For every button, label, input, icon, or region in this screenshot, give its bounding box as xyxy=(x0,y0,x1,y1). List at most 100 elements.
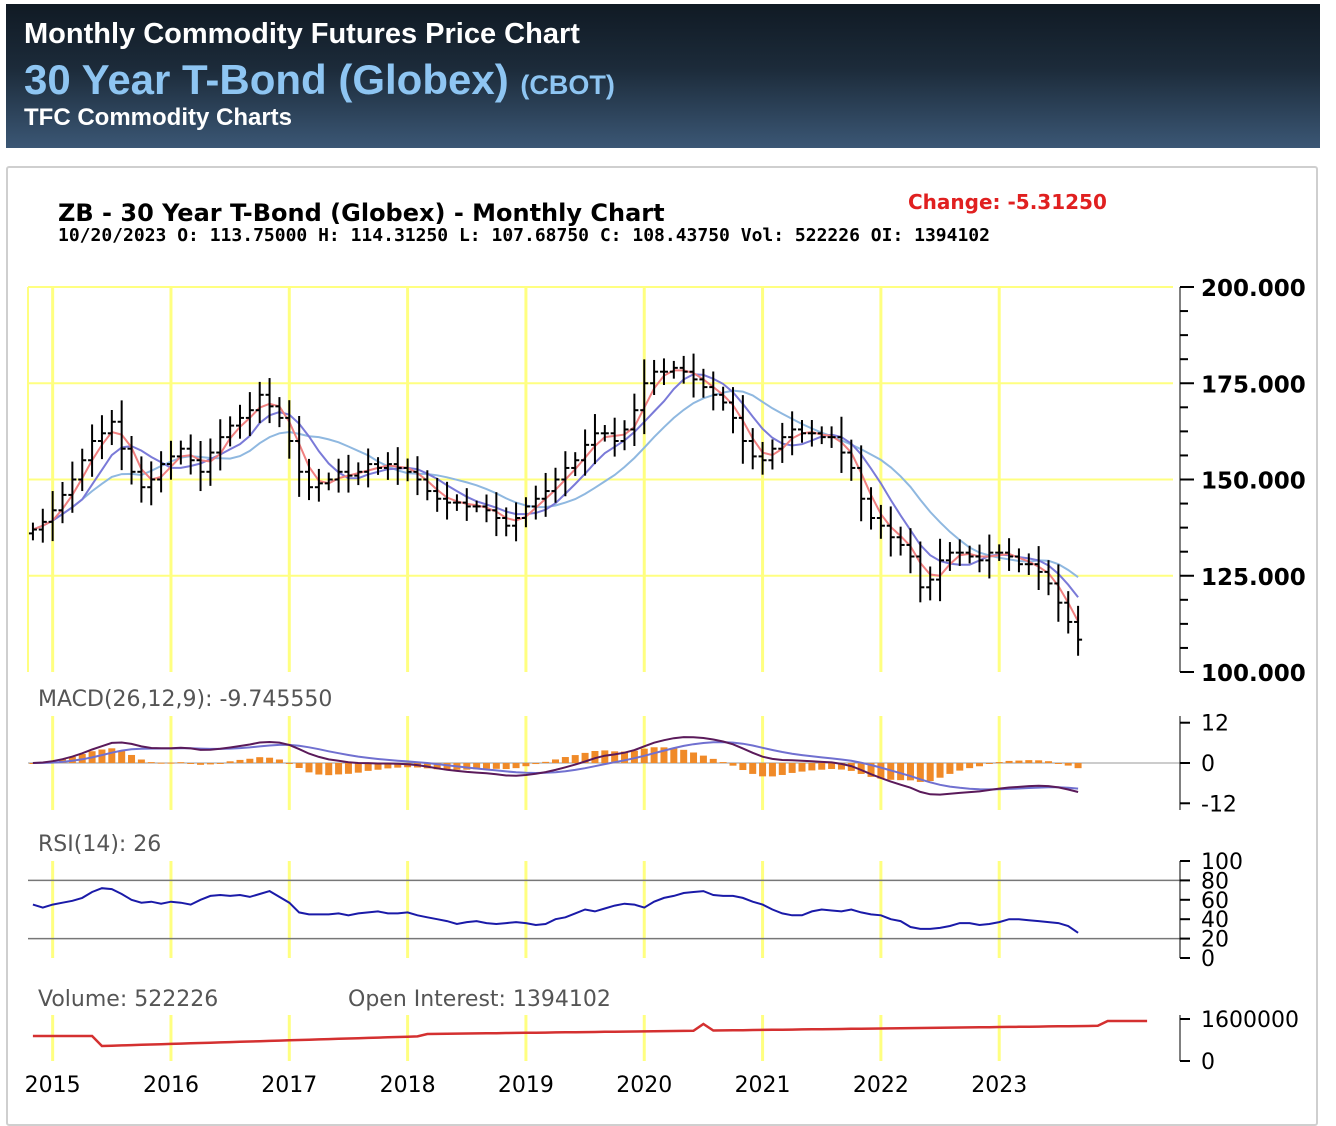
header-title-main: 30 Year T-Bond (Globex) xyxy=(24,56,509,103)
macd-histogram-bar xyxy=(335,763,343,775)
macd-histogram-bar xyxy=(995,762,1003,764)
macd-histogram-bar xyxy=(946,763,954,774)
macd-histogram-bar xyxy=(374,763,382,770)
macd-histogram-bar xyxy=(778,763,786,775)
price-tick-label: 125.000 xyxy=(1201,565,1306,591)
rsi-tick-label: 20 xyxy=(1201,928,1229,953)
macd-histogram-bar xyxy=(936,763,944,778)
macd-histogram-bar xyxy=(749,763,757,774)
macd-histogram-bar xyxy=(98,749,106,763)
macd-histogram-bar xyxy=(364,763,372,771)
macd-histogram-bar xyxy=(275,759,283,763)
x-tick-label: 2018 xyxy=(380,1073,436,1098)
macd-histogram-bar xyxy=(197,763,205,765)
macd-histogram-bar xyxy=(1005,760,1013,763)
macd-histogram-bar xyxy=(384,763,392,769)
macd-histogram-bar xyxy=(966,763,974,769)
macd-histogram-bar xyxy=(1015,760,1023,763)
macd-histogram-bar xyxy=(768,763,776,777)
macd-histogram-bar xyxy=(285,762,293,764)
macd-histogram-bar xyxy=(828,763,836,769)
macd-histogram-bar xyxy=(660,747,668,763)
x-tick-label: 2016 xyxy=(143,1073,199,1098)
macd-histogram-bar xyxy=(354,763,362,773)
macd-histogram-bar xyxy=(433,763,441,770)
macd-histogram-bar xyxy=(1035,760,1043,763)
macd-histogram-bar xyxy=(108,748,116,763)
volume-tick-label: 0 xyxy=(1201,1050,1215,1075)
macd-histogram-bar xyxy=(916,763,924,782)
macd-histogram-bar xyxy=(985,763,993,764)
macd-histogram-bar xyxy=(719,762,727,764)
macd-histogram-bar xyxy=(216,762,224,764)
macd-histogram-bar xyxy=(650,747,658,763)
macd-histogram-bar xyxy=(463,763,471,770)
x-tick-label: 2015 xyxy=(25,1073,81,1098)
volume-label: Volume: 522226 xyxy=(38,987,218,1012)
macd-histogram-bar xyxy=(975,763,983,767)
macd-histogram-bar xyxy=(502,763,510,770)
macd-label: MACD(26,12,9): -9.745550 xyxy=(38,687,332,712)
macd-histogram-bar xyxy=(315,763,323,775)
macd-line xyxy=(32,736,1079,796)
header-exchange: (CBOT) xyxy=(520,70,615,100)
macd-histogram-bar xyxy=(690,752,698,763)
macd-histogram-bar xyxy=(926,763,934,782)
macd-histogram-bar xyxy=(236,759,244,763)
macd-tick-label: -12 xyxy=(1201,792,1237,817)
macd-histogram-bar xyxy=(542,761,550,763)
macd-histogram-bar xyxy=(877,763,885,779)
macd-histogram-bar xyxy=(897,763,905,781)
macd-histogram-bar xyxy=(680,749,688,763)
macd-histogram-bar xyxy=(305,763,313,773)
macd-histogram-bar xyxy=(1064,763,1072,766)
macd-histogram-bar xyxy=(1074,763,1082,769)
moving-average-slow xyxy=(32,389,1079,579)
price-tick-label: 150.000 xyxy=(1201,469,1306,495)
macd-histogram-bar xyxy=(118,750,126,763)
macd-tick-label: 12 xyxy=(1201,712,1229,737)
macd-histogram-bar xyxy=(147,762,155,764)
macd-histogram-bar xyxy=(325,763,333,776)
header-subtitle: Monthly Commodity Futures Price Chart xyxy=(24,18,580,50)
macd-histogram-bar xyxy=(1054,763,1062,764)
rsi-tick-label: 60 xyxy=(1201,889,1229,914)
macd-histogram-bar xyxy=(473,763,481,770)
open-interest-line xyxy=(32,1019,1148,1048)
macd-histogram-bar xyxy=(256,757,264,763)
macd-histogram-bar xyxy=(394,763,402,768)
x-tick-label: 2021 xyxy=(735,1073,791,1098)
open-interest-label: Open Interest: 1394102 xyxy=(348,987,611,1012)
macd-histogram-bar xyxy=(512,763,520,769)
price-tick-label: 175.000 xyxy=(1201,372,1306,398)
macd-histogram-bar xyxy=(561,757,569,763)
price-chart: ZB - 30 Year T-Bond (Globex) - Monthly C… xyxy=(25,190,1306,1098)
change-label: Change: -5.31250 xyxy=(908,190,1107,214)
x-tick-label: 2019 xyxy=(498,1073,554,1098)
macd-histogram-bar xyxy=(482,763,490,769)
macd-histogram-bar xyxy=(818,763,826,770)
macd-signal-line xyxy=(32,741,1079,791)
macd-histogram-bar xyxy=(157,762,165,764)
header-title: 30 Year T-Bond (Globex) (CBOT) xyxy=(24,56,615,104)
macd-histogram-bar xyxy=(670,748,678,763)
macd-histogram-bar xyxy=(837,763,845,770)
page-header: Monthly Commodity Futures Price Chart 30… xyxy=(6,4,1320,148)
macd-histogram-bar xyxy=(167,762,175,764)
macd-histogram-bar xyxy=(709,758,717,763)
macd-histogram-bar xyxy=(621,751,629,763)
macd-histogram-bar xyxy=(246,758,254,763)
macd-histogram-bar xyxy=(532,763,540,765)
rsi-line xyxy=(32,887,1079,934)
macd-histogram-bar xyxy=(729,763,737,766)
macd-histogram-bar xyxy=(808,763,816,771)
macd-histogram-bar xyxy=(699,755,707,763)
macd-histogram-bar xyxy=(128,754,136,763)
macd-histogram-bar xyxy=(581,752,589,763)
price-tick-label: 100.000 xyxy=(1201,661,1306,687)
price-tick-label: 200.000 xyxy=(1201,276,1306,302)
x-tick-label: 2022 xyxy=(853,1073,909,1098)
macd-histogram-bar xyxy=(798,763,806,772)
x-tick-label: 2020 xyxy=(616,1073,672,1098)
macd-histogram-bar xyxy=(187,763,195,764)
